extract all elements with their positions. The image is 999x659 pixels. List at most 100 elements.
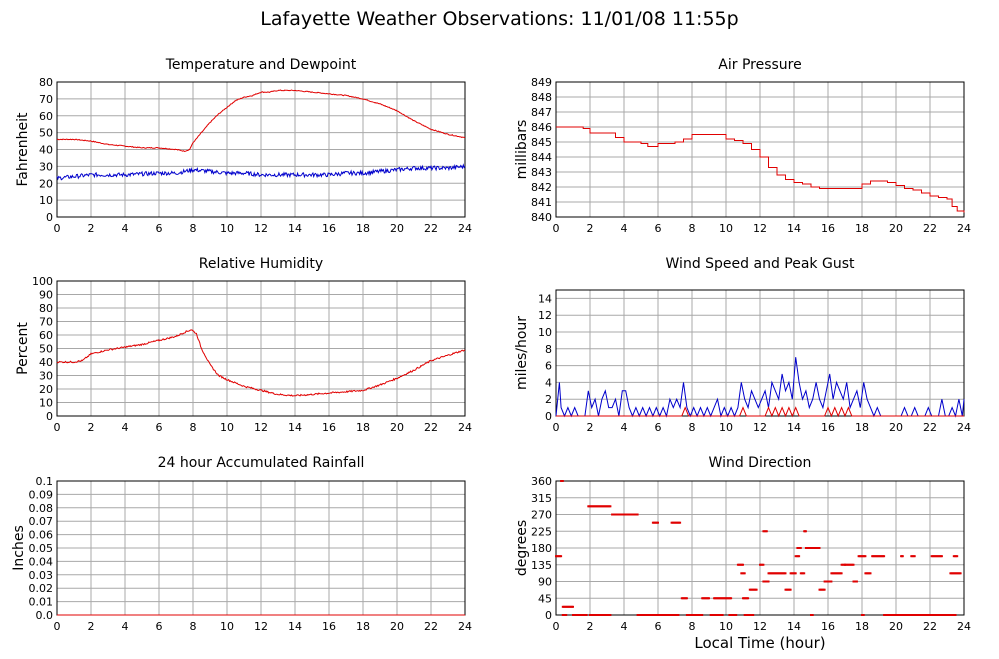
wind-direction-point [890, 614, 893, 616]
wind-direction-point [747, 597, 750, 600]
wind-direction-point [803, 572, 806, 575]
wind-direction-point [590, 614, 593, 616]
plot-frame [555, 480, 965, 616]
wind-direction-point [948, 614, 951, 616]
x-tick-label: 14 [787, 421, 801, 434]
wind-direction-point [674, 521, 677, 524]
wind-direction-point [900, 614, 903, 616]
wind-direction-point [765, 530, 768, 533]
wind-direction-point [701, 614, 704, 616]
wind-direction-point [691, 614, 694, 616]
wind-direction-point [596, 614, 599, 616]
wind-direction-point [852, 580, 855, 583]
wind-direction-point [749, 614, 752, 616]
wind-direction-point [613, 513, 616, 516]
x-tick-label: 24 [957, 620, 971, 633]
wind-direction-point [651, 614, 654, 616]
wind-direction-point [954, 614, 957, 616]
wind-direction-point [556, 555, 559, 558]
wind-direction-point [675, 614, 678, 616]
chart-title: Temperature and Dewpoint [165, 57, 357, 73]
x-tick-label: 4 [122, 222, 129, 235]
x-tick-label: 0 [54, 421, 61, 434]
x-tick-label: 16 [322, 421, 336, 434]
y-tick-label: 270 [531, 509, 552, 522]
x-tick-label: 4 [122, 620, 129, 633]
wind-direction-point [849, 563, 852, 566]
wind-direction-point [955, 555, 958, 558]
x-tick-label: 20 [390, 620, 404, 633]
wind-direction-point [693, 614, 696, 616]
x-tick-label: 2 [88, 421, 95, 434]
wind-direction-point [787, 588, 790, 591]
x-tick-label: 2 [587, 421, 594, 434]
x-tick-label: 8 [190, 620, 197, 633]
y-tick-label: 0 [46, 410, 53, 423]
x-tick-label: 24 [957, 222, 971, 235]
y-tick-label: 14 [538, 292, 552, 305]
wind-direction-point [581, 614, 584, 616]
x-tick-label: 8 [689, 222, 696, 235]
y-tick-label: 60 [39, 110, 53, 123]
wind-direction-point [949, 572, 952, 575]
wind-direction-point [789, 572, 792, 575]
x-tick-label: 4 [621, 620, 628, 633]
x-tick-label: 8 [689, 620, 696, 633]
wind-direction-point [678, 521, 681, 524]
wind-direction-point [813, 547, 816, 549]
wind-direction-point [818, 588, 821, 591]
wind-direction-point [671, 521, 674, 524]
chart-title: Wind Direction [709, 455, 812, 471]
wind-direction-point [799, 547, 802, 549]
x-tick-label: 12 [254, 222, 268, 235]
wind-direction-point [784, 572, 787, 575]
y-tick-label: 0.03 [29, 569, 54, 582]
wind-direction-point [743, 614, 746, 616]
wind-direction-point [675, 521, 678, 524]
wind-direction-point [685, 614, 688, 616]
wind-direction-point [652, 521, 655, 524]
wind-direction-point [834, 572, 837, 575]
wind-direction-point [580, 614, 583, 616]
wind-direction-point [835, 572, 838, 575]
wind-direction-point [906, 614, 909, 616]
wind-direction-point [601, 505, 604, 508]
wind-direction-point [657, 614, 660, 616]
wind-direction-point [939, 555, 942, 558]
wind-direction-point [883, 555, 886, 558]
y-axis-label: degrees [514, 520, 530, 576]
y-tick-label: 845 [531, 136, 552, 149]
plot-frame [56, 81, 466, 218]
x-tick-label: 6 [655, 222, 662, 235]
y-tick-label: 840 [531, 211, 552, 224]
wind-direction-point [618, 513, 621, 516]
wind-direction-point [822, 588, 825, 591]
wind-direction-point [854, 580, 857, 583]
wind-direction-point [919, 614, 922, 616]
wind-direction-point [796, 555, 799, 558]
wind-direction-point [804, 547, 807, 549]
wind-direction-point [893, 614, 896, 616]
wind-direction-point [668, 614, 671, 616]
wind-direction-point [938, 555, 941, 558]
wind-direction-point [620, 513, 623, 516]
wind-direction-point [669, 614, 672, 616]
wind-direction-point [593, 614, 596, 616]
wind-direction-point [833, 572, 836, 575]
wind-direction-point [658, 614, 661, 616]
wind-direction-point [923, 614, 926, 616]
x-tick-label: 14 [288, 222, 302, 235]
x-tick-label: 18 [356, 222, 370, 235]
wind-direction-point [765, 580, 768, 583]
wind-direction-point [836, 572, 839, 575]
x-tick-label: 22 [424, 222, 438, 235]
wind-direction-point [788, 588, 791, 591]
wind-direction-point [604, 614, 607, 616]
wind-direction-point [868, 572, 871, 575]
wind-direction-point [816, 547, 819, 549]
y-tick-label: 10 [39, 397, 53, 410]
wind-direction-point [762, 530, 765, 533]
wind-direction-point [565, 605, 568, 608]
wind-direction-point [852, 563, 855, 566]
wind-direction-point [887, 614, 890, 616]
